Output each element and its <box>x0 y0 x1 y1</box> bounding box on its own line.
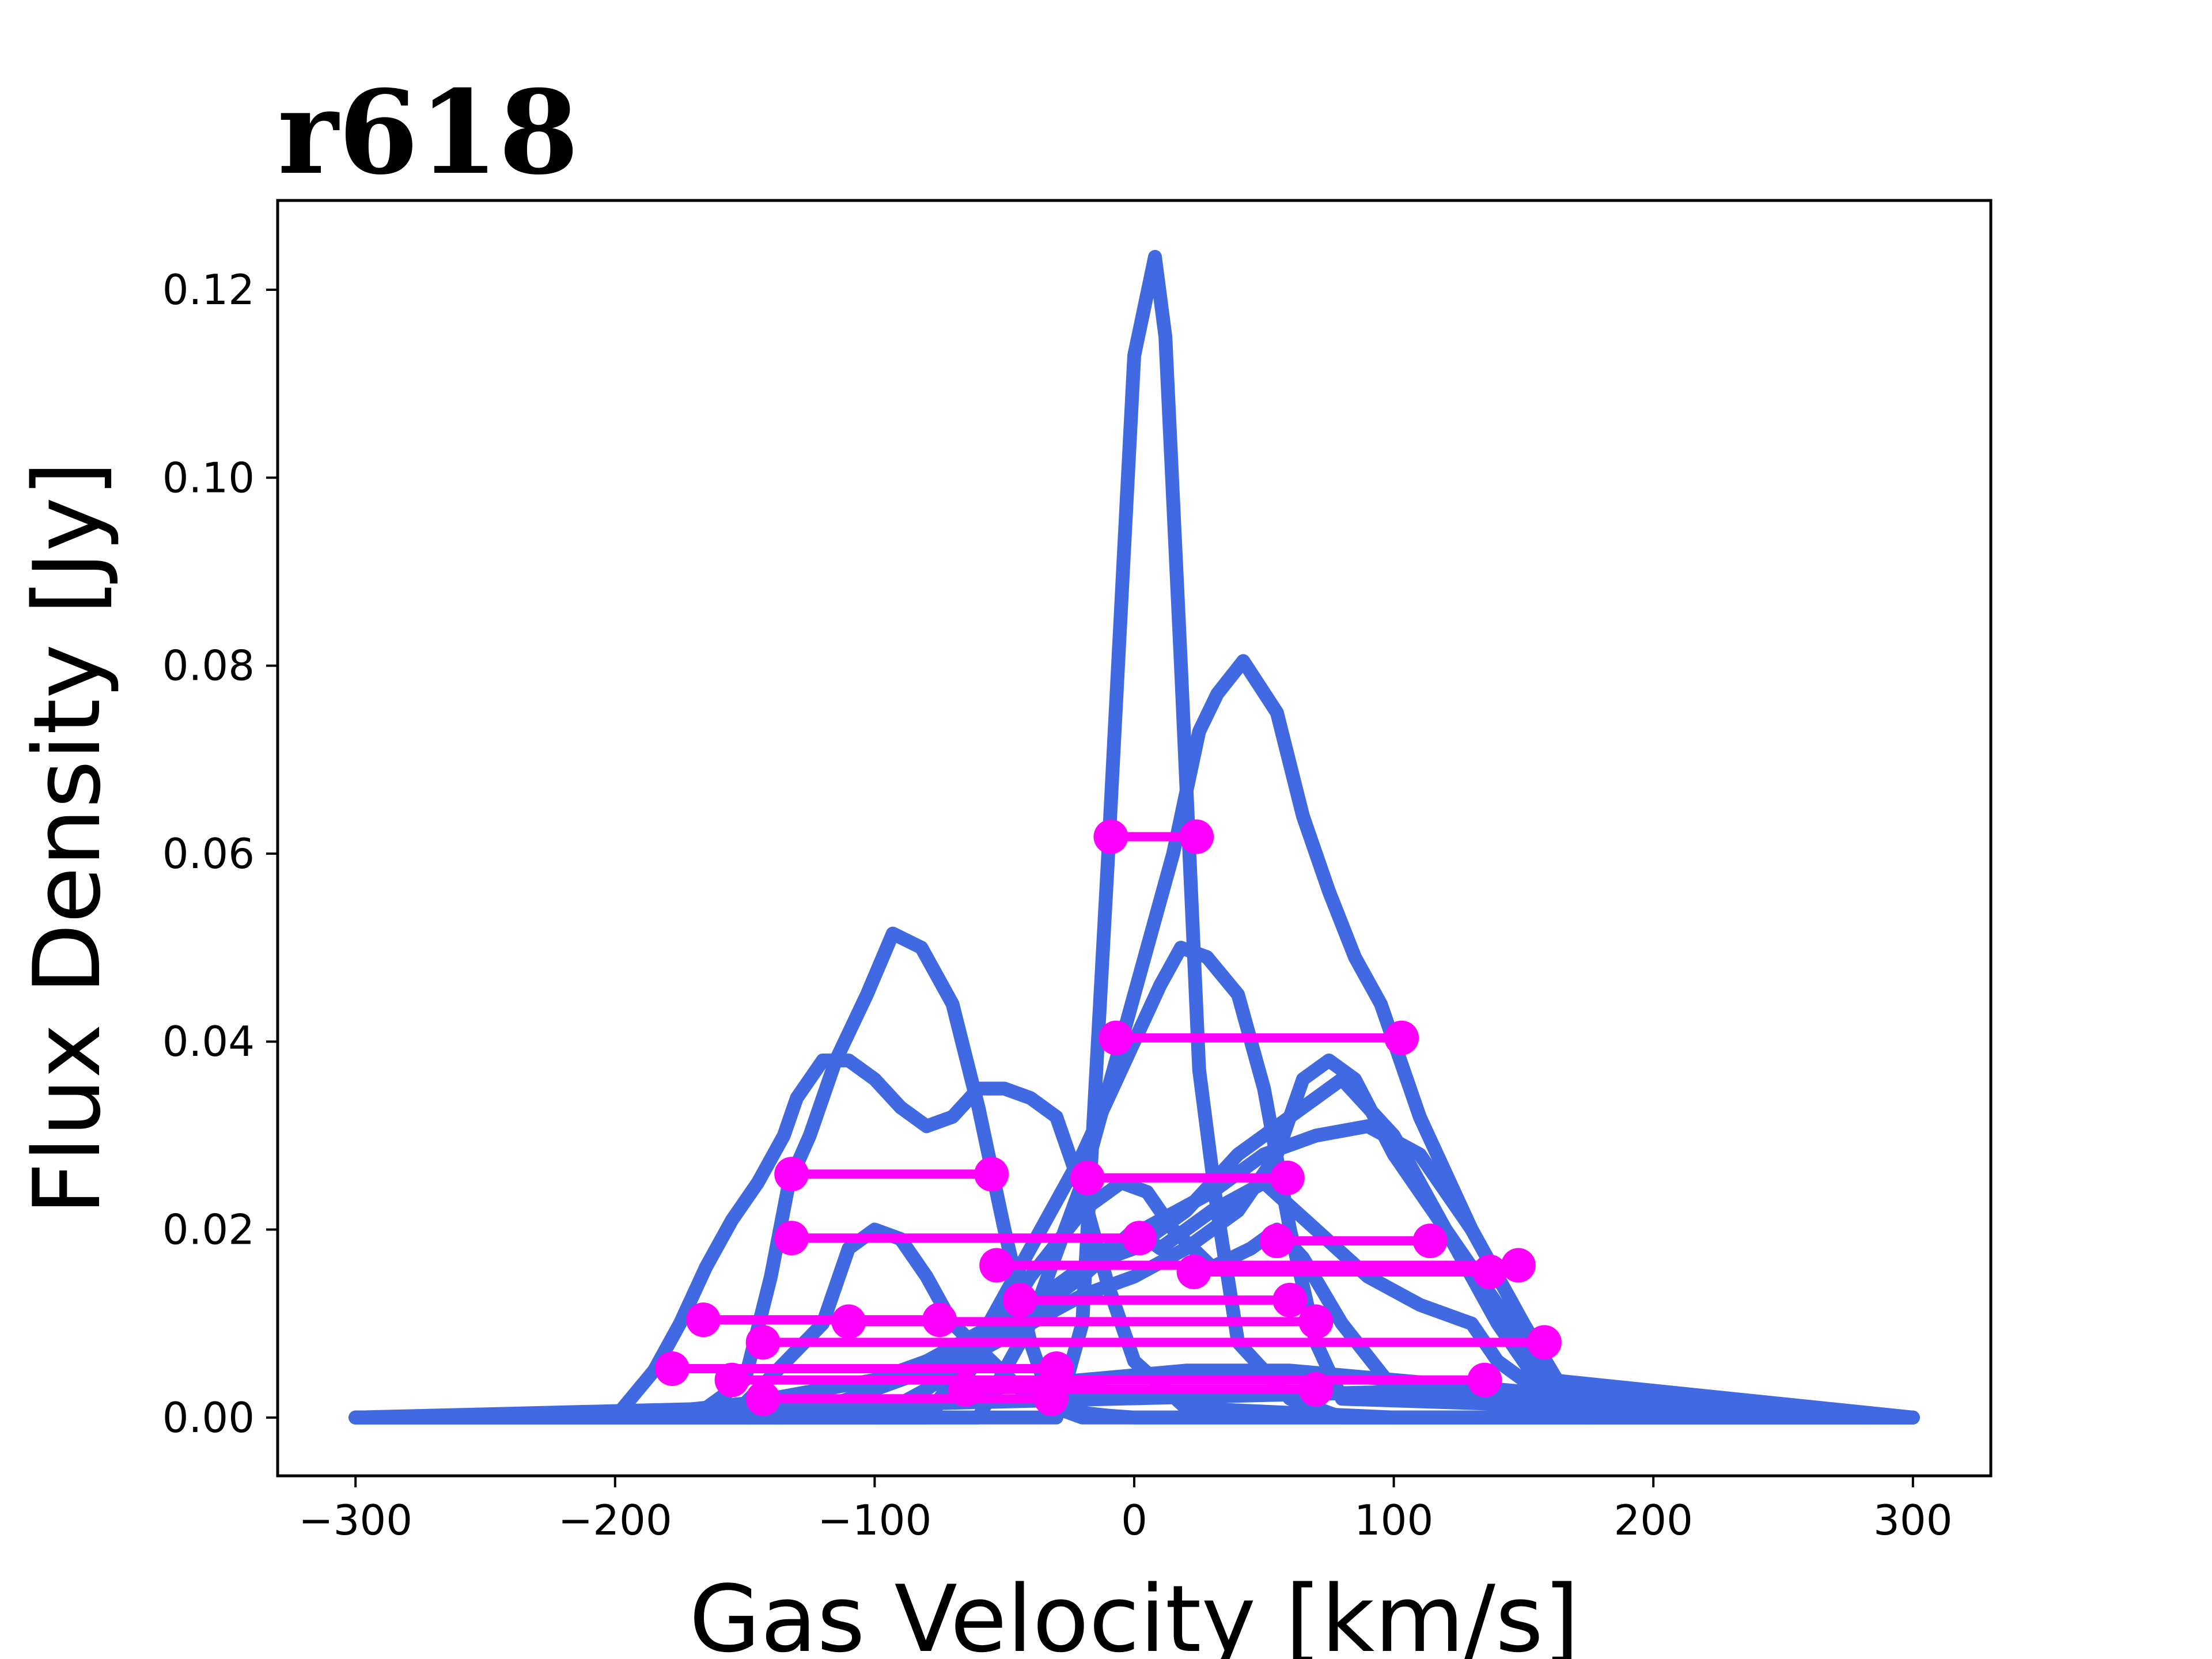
width-marker-end-11 <box>1298 1304 1334 1339</box>
width-marker-end-6 <box>1412 1224 1448 1259</box>
width-marker-end-3 <box>974 1157 1009 1192</box>
width-marker-start-12 <box>745 1325 781 1360</box>
width-marker-end-7 <box>1501 1248 1536 1283</box>
width-marker-start-2 <box>1099 1020 1134 1055</box>
width-marker-start-14 <box>714 1362 749 1397</box>
x-tick-label-4: 100 <box>1354 1496 1433 1544</box>
width-marker-end-2 <box>1384 1020 1419 1055</box>
width-marker-end-1 <box>1179 819 1214 854</box>
y-tick-label-0: 0.00 <box>162 1393 255 1442</box>
width-marker-start-16 <box>948 1372 983 1407</box>
width-marker-start-13 <box>654 1351 690 1387</box>
width-marker-start-3 <box>774 1157 809 1192</box>
width-marker-start-8 <box>1176 1254 1211 1289</box>
y-axis: 0.00 0.02 0.04 0.06 0.08 0.10 0.12 <box>162 266 278 1442</box>
x-tick-label-2: −100 <box>818 1496 932 1544</box>
width-marker-start-9 <box>685 1302 721 1338</box>
profile-line-11 <box>349 1176 1920 1425</box>
y-tick-label-6: 0.12 <box>162 266 255 314</box>
width-marker-end-5 <box>1122 1221 1157 1256</box>
y-tick-label-4: 0.08 <box>162 642 255 690</box>
y-axis-label: Flux Density [Jy] <box>13 461 121 1215</box>
width-marker-start-15 <box>745 1381 781 1416</box>
x-tick-label-3: 0 <box>1121 1496 1147 1544</box>
profile-line-7 <box>349 1072 1920 1425</box>
width-marker-start-1 <box>1093 819 1128 854</box>
width-marker-start-5 <box>774 1221 809 1256</box>
width-marker-start-7 <box>979 1248 1014 1283</box>
chart-title: r618 <box>278 65 579 200</box>
width-markers <box>654 819 1562 1416</box>
x-tick-label-0: −300 <box>298 1496 412 1544</box>
y-tick-label-1: 0.02 <box>162 1206 255 1254</box>
width-marker-end-4 <box>1270 1160 1305 1195</box>
width-marker-start-4 <box>1070 1160 1105 1195</box>
width-marker-start-6 <box>1259 1224 1294 1259</box>
width-marker-start-10 <box>1002 1282 1037 1317</box>
width-marker-end-12 <box>1527 1325 1562 1360</box>
x-tick-label-5: 200 <box>1613 1496 1692 1544</box>
profile-line-6 <box>349 941 1920 1425</box>
width-marker-start-11 <box>831 1304 866 1339</box>
x-tick-label-6: 300 <box>1873 1496 1952 1544</box>
width-marker-end-10 <box>1272 1282 1308 1317</box>
width-marker-end-14 <box>1467 1362 1502 1397</box>
width-marker-end-16 <box>1298 1372 1334 1407</box>
x-axis-label: Gas Velocity [km/s] <box>689 1565 1579 1659</box>
y-tick-label-2: 0.04 <box>162 1017 255 1066</box>
x-tick-label-1: −200 <box>558 1496 672 1544</box>
y-tick-label-5: 0.10 <box>162 453 255 502</box>
width-marker-end-8 <box>1472 1254 1508 1289</box>
y-tick-label-3: 0.06 <box>162 830 255 878</box>
x-axis: −300 −200 −100 0 100 200 300 <box>298 1476 1953 1544</box>
